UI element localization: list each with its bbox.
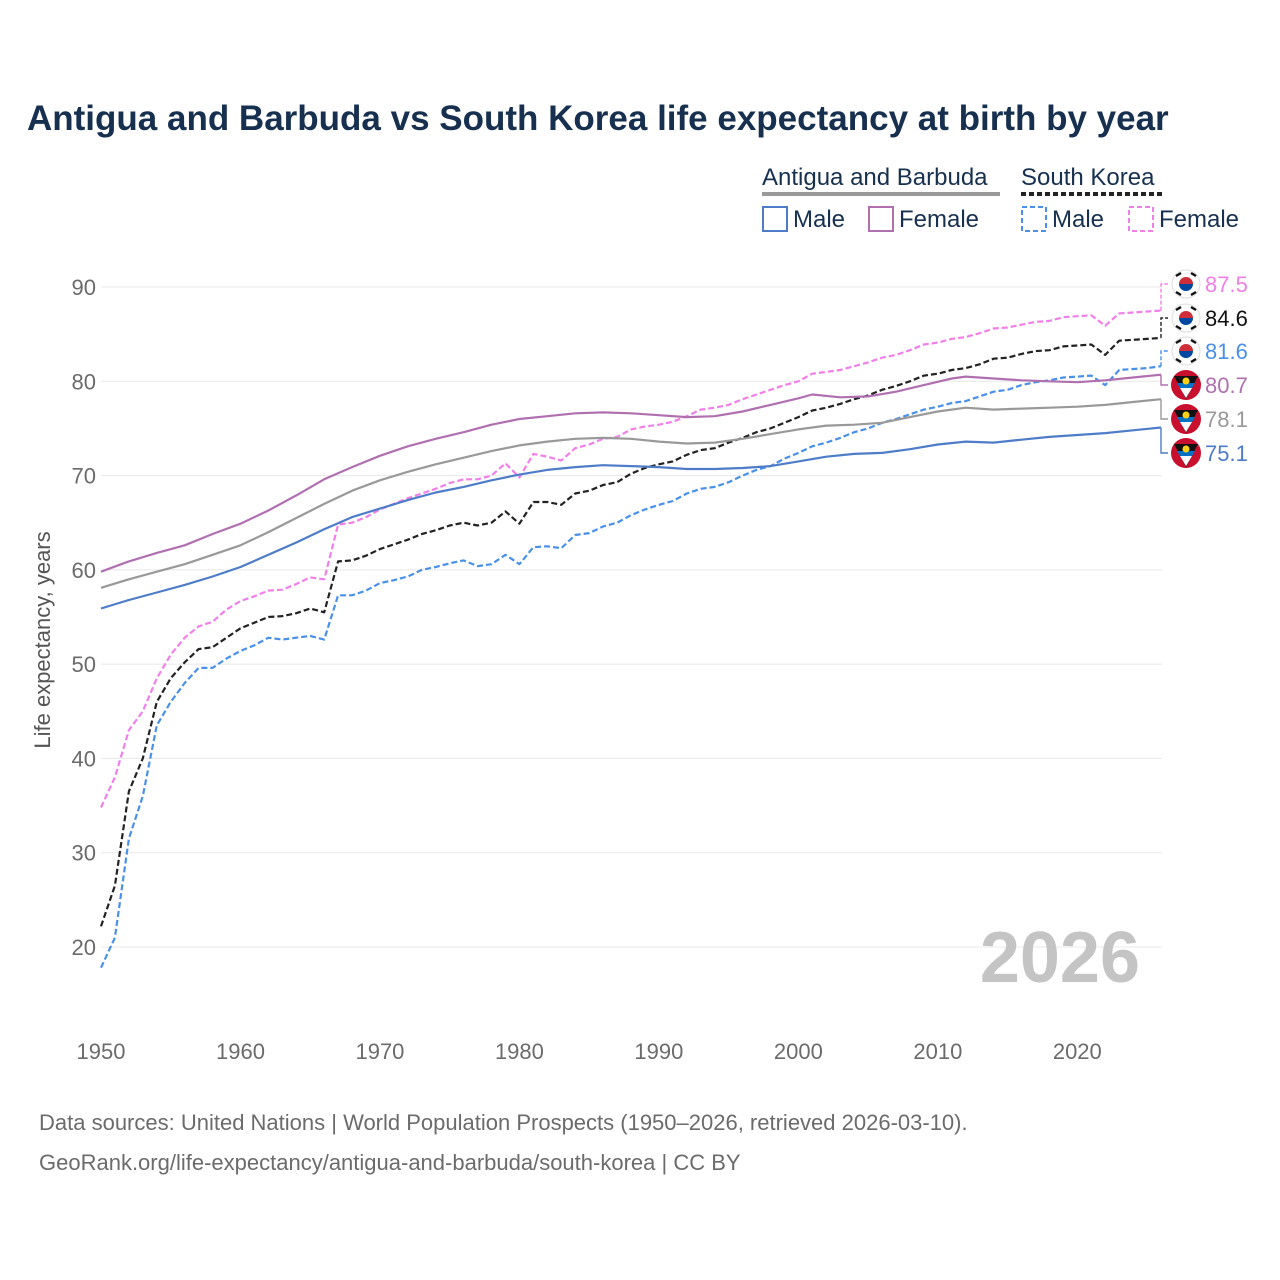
y-tick-label: 80 bbox=[72, 369, 96, 394]
x-tick-label: 2010 bbox=[913, 1039, 962, 1064]
antigua-flag-icon bbox=[1171, 404, 1201, 434]
end-connector bbox=[1160, 374, 1168, 386]
y-tick-label: 20 bbox=[72, 935, 96, 960]
y-axis-label: Life expectancy, years bbox=[30, 531, 55, 748]
chart-title: Antigua and Barbuda vs South Korea life … bbox=[27, 99, 1169, 138]
end-connector bbox=[1160, 317, 1168, 338]
legend-swatch-south-korea-female bbox=[1128, 206, 1154, 232]
legend-swatch-antigua-male bbox=[762, 206, 788, 232]
series-line-south-korea-male[interactable] bbox=[100, 365, 1162, 969]
south-korea-flag-icon bbox=[1171, 269, 1201, 299]
x-tick-label: 1980 bbox=[495, 1039, 544, 1064]
series-lines bbox=[99, 309, 1162, 969]
south-korea-flag-icon bbox=[1171, 336, 1201, 366]
south-korea-flag-icon bbox=[1171, 303, 1201, 333]
end-value-antigua-and-barbuda-male: 75.1 bbox=[1205, 441, 1248, 466]
end-value-south-korea-male: 81.6 bbox=[1205, 339, 1248, 364]
antigua-flag-icon bbox=[1171, 438, 1201, 468]
legend-item-south-korea-male[interactable]: Male bbox=[1052, 206, 1104, 233]
legend-group-south-korea[interactable]: South Korea bbox=[1021, 164, 1155, 191]
legend-item-antigua-female[interactable]: Female bbox=[899, 206, 979, 233]
end-connector bbox=[1160, 350, 1168, 367]
x-tick-label: 1950 bbox=[77, 1039, 126, 1064]
y-tick-label: 60 bbox=[72, 558, 96, 583]
end-connector bbox=[1160, 427, 1168, 454]
source-line-2[interactable]: GeoRank.org/life-expectancy/antigua-and-… bbox=[39, 1150, 741, 1175]
y-tick-label: 30 bbox=[72, 841, 96, 866]
legend-swatch-antigua-female bbox=[868, 206, 894, 232]
y-tick-label: 40 bbox=[72, 746, 96, 771]
end-value-south-korea-female: 87.5 bbox=[1205, 272, 1248, 297]
x-tick-label: 1970 bbox=[355, 1039, 404, 1064]
series-line-south-korea-total[interactable] bbox=[99, 336, 1162, 927]
y-axis-ticks: 20 30 40 50 60 70 80 90 bbox=[72, 275, 96, 960]
legend-swatch-south-korea-male bbox=[1021, 206, 1047, 232]
source-line-1: Data sources: United Nations | World Pop… bbox=[39, 1110, 968, 1135]
y-tick-label: 50 bbox=[72, 652, 96, 677]
end-value-antigua-and-barbuda-female: 80.7 bbox=[1205, 373, 1248, 398]
series-line-antigua-and-barbuda-male[interactable] bbox=[100, 426, 1162, 610]
year-watermark: 2026 bbox=[980, 918, 1140, 998]
end-connector bbox=[1160, 283, 1168, 311]
x-tick-label: 2020 bbox=[1053, 1039, 1102, 1064]
end-connector bbox=[1160, 399, 1168, 420]
y-tick-label: 70 bbox=[72, 464, 96, 489]
y-gridlines bbox=[101, 286, 1162, 948]
x-tick-label: 1990 bbox=[634, 1039, 683, 1064]
end-value-antigua-and-barbuda-total: 78.1 bbox=[1205, 407, 1248, 432]
series-line-antigua-and-barbuda-female[interactable] bbox=[100, 373, 1162, 573]
y-tick-label: 90 bbox=[72, 275, 96, 300]
legend-group-antigua[interactable]: Antigua and Barbuda bbox=[762, 164, 988, 191]
x-axis-ticks: 1950 1960 1970 1980 1990 2000 2010 2020 bbox=[77, 1039, 1102, 1064]
antigua-flag-icon bbox=[1171, 370, 1201, 400]
x-tick-label: 2000 bbox=[774, 1039, 823, 1064]
end-labels: 87.5 84.6 81.6 80.7 78.1 75.1 bbox=[1160, 269, 1248, 468]
legend-item-antigua-male[interactable]: Male bbox=[793, 206, 845, 233]
series-line-south-korea-female[interactable] bbox=[100, 309, 1162, 808]
legend-item-south-korea-female[interactable]: Female bbox=[1159, 206, 1239, 233]
end-value-south-korea-total: 84.6 bbox=[1205, 306, 1248, 331]
legend: Antigua and Barbuda South Korea Male Fem… bbox=[762, 164, 1239, 233]
x-tick-label: 1960 bbox=[216, 1039, 265, 1064]
series-line-antigua-and-barbuda-total[interactable] bbox=[100, 398, 1162, 589]
